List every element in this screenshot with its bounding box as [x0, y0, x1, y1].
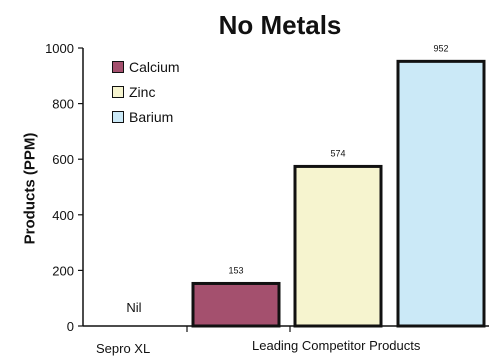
legend-item-barium: Barium [112, 104, 180, 129]
bar-zinc [293, 164, 383, 328]
legend-item-zinc: Zinc [112, 79, 180, 104]
y-tick-label: 600 [52, 152, 74, 167]
y-tick-label: 200 [52, 263, 74, 278]
legend-label-barium: Barium [129, 108, 174, 125]
data-label-zinc: 574 [330, 148, 345, 158]
bar-calcium [191, 281, 281, 328]
legend-swatch-zinc [112, 85, 124, 98]
chart-title: No Metals [218, 10, 342, 40]
data-label-barium: 952 [433, 43, 448, 53]
y-tick-label: 400 [52, 208, 74, 223]
legend-item-calcium: Calcium [112, 54, 180, 79]
category-label-sepro: Sepro XL [96, 341, 151, 356]
legend-label-calcium: Calcium [129, 58, 180, 75]
bar-barium [396, 59, 486, 328]
y-tick-label: 1000 [45, 41, 74, 56]
data-label-calcium: 153 [228, 265, 243, 275]
y-tick-label: 0 [67, 319, 74, 334]
legend-swatch-barium [112, 110, 124, 123]
legend-label-zinc: Zinc [129, 83, 156, 100]
y-tick-label: 800 [52, 97, 74, 112]
nil-label: Nil [126, 300, 141, 315]
legend-swatch-calcium [112, 60, 124, 73]
legend: Calcium Zinc Barium [112, 54, 180, 129]
category-label-competitors: Leading Competitor Products [252, 338, 421, 353]
